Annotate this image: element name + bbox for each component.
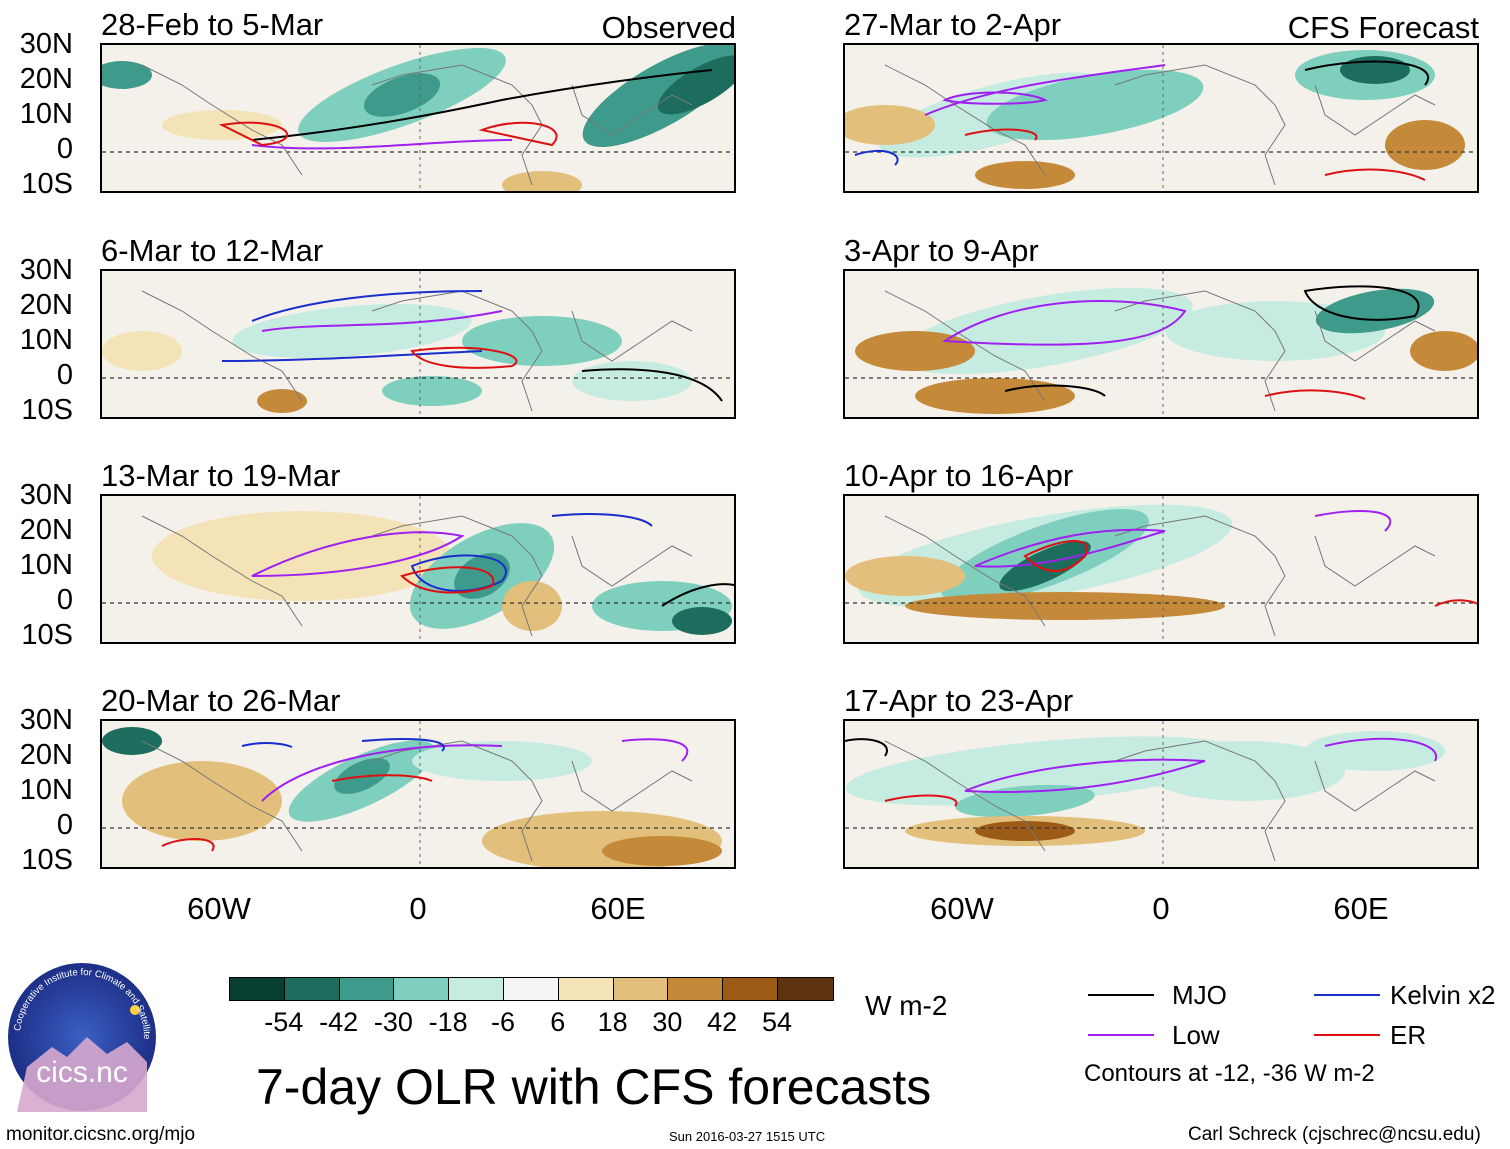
colorbar-swatch [777,978,833,1000]
latitude-tick: 30N [19,254,73,286]
contour-note: Contours at -12, -36 W m-2 [1084,1060,1375,1087]
colorbar-label: -6 [490,1007,515,1037]
latitude-tick: 20N [19,63,73,95]
latitude-tick: 10N [19,324,73,356]
colorbar-swatch [723,978,778,1000]
colorbar-label: 42 [707,1007,738,1037]
colorbar [229,977,834,1001]
longitude-tick: 60E [1333,891,1389,926]
olr-map [845,496,1477,642]
olr-map [102,45,734,191]
longitude-tick: 0 [409,891,427,926]
panel-period: 3-Apr to 9-Apr [844,233,1039,268]
latitude-tick: 30N [19,704,73,736]
colorbar-swatch [613,978,669,1000]
legend-line-er [1314,1034,1380,1036]
legend-label-mjo: MJO [1172,980,1227,1010]
latitude-tick: 20N [19,739,73,771]
olr-map [102,271,734,417]
latitude-tick: 0 [56,133,73,165]
panel-period: 13-Mar to 19-Mar [101,458,341,493]
map-panel-forecast-1 [843,43,1479,193]
map-panel-forecast-4 [843,719,1479,869]
latitude-tick: 0 [56,809,73,841]
legend-line-low [1088,1034,1154,1036]
longitude-tick: 60W [930,891,994,926]
panel-period: 27-Mar to 2-Apr [844,7,1062,42]
colorbar-label: 6 [550,1007,566,1037]
panel-period: 20-Mar to 26-Mar [101,683,341,718]
legend-line-kelvin [1314,994,1380,996]
longitude-tick: 0 [1152,891,1170,926]
map-panel-observed-2 [100,269,736,419]
legend-label-er: ER [1390,1020,1427,1050]
latitude-tick: 30N [19,479,73,511]
colorbar-label: 54 [761,1007,793,1037]
colorbar-label: 18 [597,1007,628,1037]
olr-map [102,496,734,642]
latitude-tick: 10S [21,394,73,426]
colorbar-swatch [449,978,504,1000]
latitude-tick: 10S [21,168,73,200]
latitude-tick: 0 [56,584,73,616]
latitude-tick: 10S [21,844,73,876]
latitude-tick: 10S [21,619,73,651]
map-panel-observed-3 [100,494,736,644]
panel-source-label: CFS Forecast [1287,10,1479,45]
longitude-tick: 60E [590,891,646,926]
olr-map [845,271,1477,417]
cics-logo: Cooperative Institute for Climate and Sa… [7,962,156,1112]
panel-period: 10-Apr to 16-Apr [844,458,1074,493]
footer-timestamp: Sun 2016-03-27 1515 UTC [669,1129,826,1144]
logo-wordmark: cics.nc [36,1056,128,1089]
olr-map [845,45,1477,191]
colorbar-swatch [339,978,395,1000]
map-panel-observed-4 [100,719,736,869]
latitude-tick: 20N [19,514,73,546]
colorbar-swatch [284,978,340,1000]
footer-author: Carl Schreck (cjschrec@ncsu.edu) [1188,1124,1481,1145]
map-panel-forecast-2 [843,269,1479,419]
legend-label-kelvin: Kelvin x2 [1390,980,1496,1010]
olr-map [102,721,734,867]
latitude-tick: 10N [19,774,73,806]
longitude-tick: 60W [187,891,251,926]
panel-period: 28-Feb to 5-Mar [101,7,324,42]
legend-label-low: Low [1172,1020,1220,1050]
colorbar-label: 30 [652,1007,683,1037]
panel-source-label: Observed [601,10,736,45]
latitude-tick: 30N [19,28,73,60]
colorbar-swatch [668,978,724,1000]
map-panel-observed-1 [100,43,736,193]
map-panel-forecast-3 [843,494,1479,644]
figure-title: 7-day OLR with CFS forecasts [256,1059,932,1115]
colorbar-swatch [230,978,285,1000]
legend-line-mjo [1088,994,1154,996]
latitude-tick: 0 [56,359,73,391]
colorbar-label: -42 [319,1007,359,1037]
colorbar-swatch [503,978,559,1000]
colorbar-swatch [558,978,614,1000]
colorbar-label: -30 [373,1007,413,1037]
panel-period: 6-Mar to 12-Mar [101,233,324,268]
latitude-tick: 20N [19,289,73,321]
colorbar-units: W m-2 [865,990,948,1021]
footer-url: monitor.cicsnc.org/mjo [6,1124,196,1145]
olr-map [845,721,1477,867]
colorbar-label: -18 [428,1007,468,1037]
latitude-tick: 10N [19,98,73,130]
panel-period: 17-Apr to 23-Apr [844,683,1074,718]
colorbar-label: -54 [264,1007,304,1037]
colorbar-swatch [394,978,450,1000]
latitude-tick: 10N [19,549,73,581]
